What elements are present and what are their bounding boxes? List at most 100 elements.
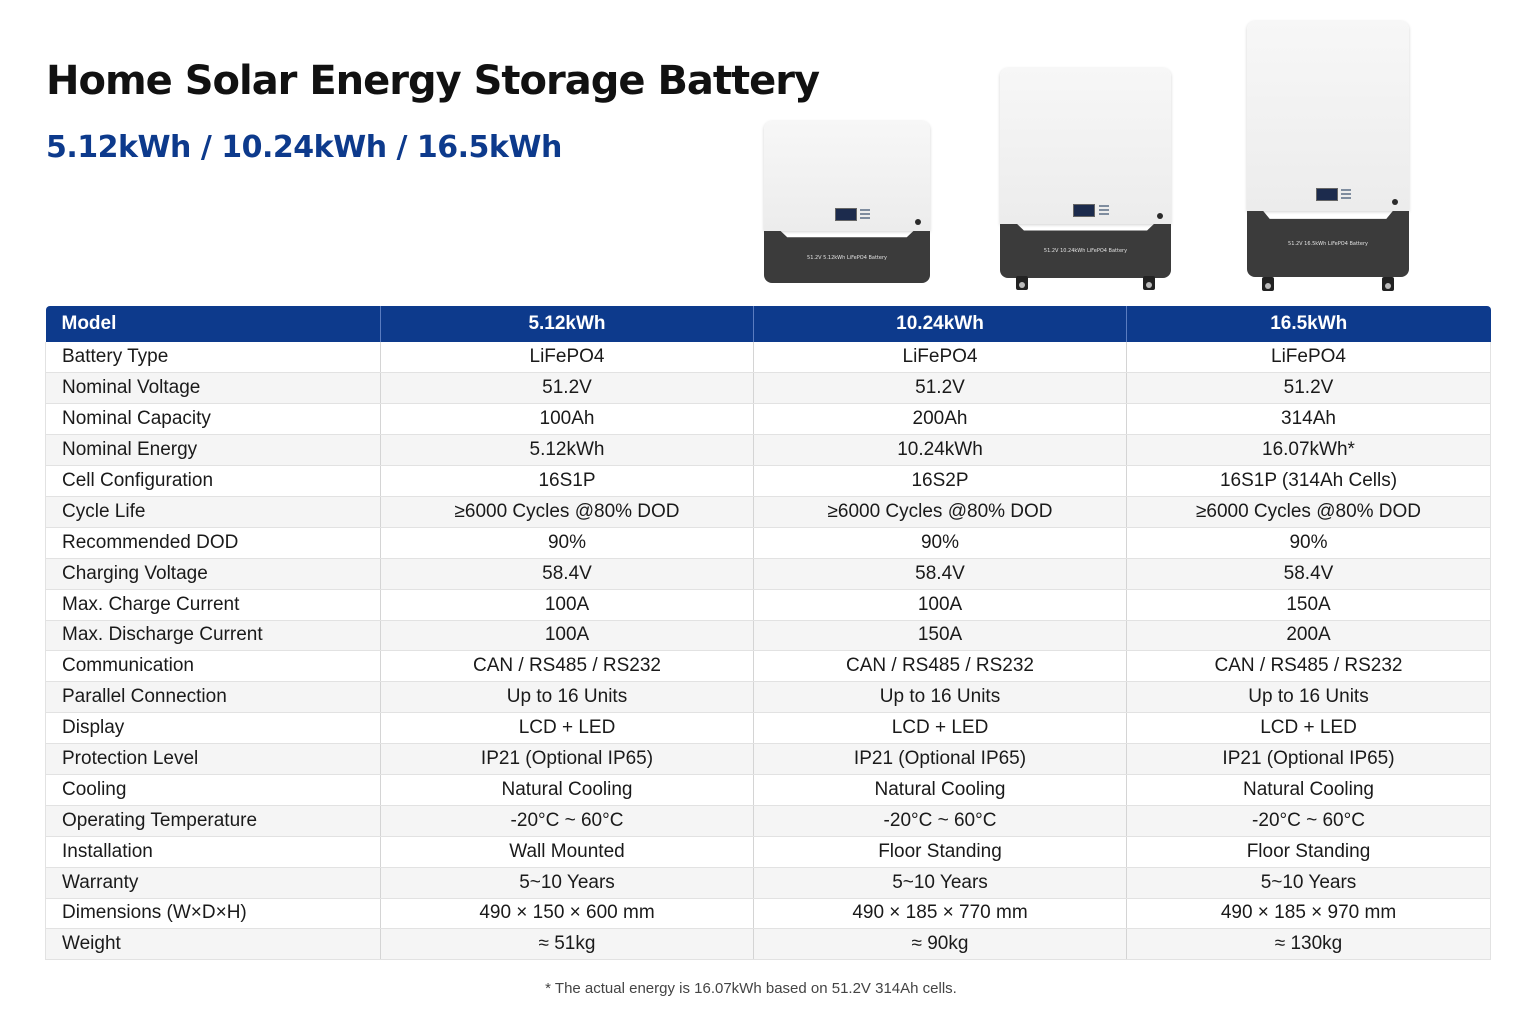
spec-cell: 314Ah bbox=[1126, 403, 1491, 436]
battery-label: 51.2V 5.12kWh LiFePO4 Battery bbox=[807, 255, 887, 261]
spec-cell: 100A bbox=[753, 589, 1127, 621]
spec-cell: Up to 16 Units bbox=[1126, 681, 1491, 714]
row-label: Communication bbox=[45, 650, 381, 683]
spec-cell: 200Ah bbox=[753, 403, 1127, 436]
spec-cell: 90% bbox=[1126, 527, 1491, 559]
header-model: Model bbox=[45, 306, 381, 342]
table-row: Installation Wall Mounted Floor Standing Fl… bbox=[45, 836, 1491, 868]
spec-cell: Natural Cooling bbox=[380, 774, 754, 806]
spec-cell: 490 × 185 × 970 mm bbox=[1126, 898, 1491, 930]
row-label: Parallel Connection bbox=[45, 681, 381, 714]
spec-cell: 200A bbox=[1126, 620, 1491, 652]
row-label: Cell Configuration bbox=[45, 465, 381, 497]
row-label: Max. Charge Current bbox=[45, 589, 381, 621]
table-row: Nominal Voltage 51.2V 51.2V 51.2V bbox=[45, 372, 1491, 405]
lcd-display-icon bbox=[835, 208, 857, 221]
spec-cell: 58.4V bbox=[1126, 558, 1491, 590]
led-indicator-icon bbox=[1099, 205, 1109, 217]
spec-cell: ≈ 130kg bbox=[1126, 928, 1491, 961]
spec-cell: 16S2P bbox=[753, 465, 1127, 497]
spec-cell: 5~10 Years bbox=[380, 867, 754, 899]
table-row: Warranty 5~10 Years 5~10 Years 5~10 Years bbox=[45, 867, 1491, 899]
row-label: Protection Level bbox=[45, 743, 381, 775]
battery-image-10kwh: 51.2V 10.24kWh LiFePO4 Battery bbox=[1000, 68, 1171, 290]
spec-cell: 150A bbox=[1126, 589, 1491, 621]
table-row: Charging Voltage 58.4V 58.4V 58.4V bbox=[45, 558, 1491, 590]
spec-cell: Wall Mounted bbox=[380, 836, 754, 868]
led-indicator-icon bbox=[860, 209, 870, 221]
spec-cell: 90% bbox=[753, 527, 1127, 559]
spec-cell: 90% bbox=[380, 527, 754, 559]
lcd-display-icon bbox=[1316, 188, 1338, 201]
table-row: Nominal Capacity 100Ah 200Ah 314Ah bbox=[45, 403, 1491, 436]
row-label: Max. Discharge Current bbox=[45, 620, 381, 652]
spec-cell: LiFePO4 bbox=[380, 342, 754, 374]
table-row: Recommended DOD 90% 90% 90% bbox=[45, 527, 1491, 559]
spec-cell: 5.12kWh bbox=[380, 434, 754, 467]
row-label: Weight bbox=[45, 928, 381, 961]
brand-logo-icon bbox=[1392, 199, 1398, 205]
spec-cell: 100A bbox=[380, 620, 754, 652]
battery-image-5kwh: 51.2V 5.12kWh LiFePO4 Battery bbox=[764, 121, 930, 283]
spec-cell: LCD + LED bbox=[753, 712, 1127, 745]
spec-cell: ≈ 90kg bbox=[753, 928, 1127, 961]
capacity-subtitle: 5.12kWh / 10.24kWh / 16.5kWh bbox=[46, 130, 562, 165]
table-header-row: Model 5.12kWh 10.24kWh 16.5kWh bbox=[45, 306, 1491, 342]
spec-cell: Up to 16 Units bbox=[753, 681, 1127, 714]
table-row: Nominal Energy 5.12kWh 10.24kWh 16.07kWh* bbox=[45, 434, 1491, 467]
brand-logo-icon bbox=[1157, 213, 1163, 219]
spec-cell: 100A bbox=[380, 589, 754, 621]
spec-cell: 490 × 185 × 770 mm bbox=[753, 898, 1127, 930]
spec-cell: 58.4V bbox=[753, 558, 1127, 590]
battery-image-16kwh: 51.2V 16.5kWh LiFePO4 Battery bbox=[1247, 21, 1409, 293]
row-label: Nominal Energy bbox=[45, 434, 381, 467]
row-label: Charging Voltage bbox=[45, 558, 381, 590]
spec-table: Model 5.12kWh 10.24kWh 16.5kWh Battery T… bbox=[45, 306, 1491, 961]
table-row: Communication CAN / RS485 / RS232 CAN / RS… bbox=[45, 650, 1491, 683]
battery-label: 51.2V 16.5kWh LiFePO4 Battery bbox=[1288, 241, 1368, 247]
row-label: Warranty bbox=[45, 867, 381, 899]
spec-cell: IP21 (Optional IP65) bbox=[1126, 743, 1491, 775]
spec-cell: CAN / RS485 / RS232 bbox=[1126, 650, 1491, 683]
spec-cell: 5~10 Years bbox=[753, 867, 1127, 899]
brand-logo-icon bbox=[915, 219, 921, 225]
table-row: Max. Charge Current 100A 100A 150A bbox=[45, 589, 1491, 621]
spec-cell: 58.4V bbox=[380, 558, 754, 590]
row-label: Nominal Voltage bbox=[45, 372, 381, 405]
table-row: Parallel Connection Up to 16 Units Up to 1… bbox=[45, 681, 1491, 714]
spec-cell: Floor Standing bbox=[753, 836, 1127, 868]
spec-cell: LCD + LED bbox=[380, 712, 754, 745]
header-16kwh: 16.5kWh bbox=[1126, 306, 1491, 342]
row-label: Nominal Capacity bbox=[45, 403, 381, 436]
spec-cell: ≥6000 Cycles @80% DOD bbox=[1126, 496, 1491, 528]
row-label: Dimensions (W×D×H) bbox=[45, 898, 381, 930]
spec-cell: LCD + LED bbox=[1126, 712, 1491, 745]
spec-cell: CAN / RS485 / RS232 bbox=[753, 650, 1127, 683]
spec-cell: 100Ah bbox=[380, 403, 754, 436]
row-label: Cooling bbox=[45, 774, 381, 806]
spec-cell: ≈ 51kg bbox=[380, 928, 754, 961]
lcd-display-icon bbox=[1073, 204, 1095, 217]
spec-cell: -20°C ~ 60°C bbox=[380, 805, 754, 837]
table-row: Operating Temperature -20°C ~ 60°C -20°C ~… bbox=[45, 805, 1491, 837]
spec-cell: Natural Cooling bbox=[1126, 774, 1491, 806]
row-label: Installation bbox=[45, 836, 381, 868]
spec-cell: LiFePO4 bbox=[1126, 342, 1491, 374]
page-title: Home Solar Energy Storage Battery bbox=[46, 58, 820, 104]
spec-cell: LiFePO4 bbox=[753, 342, 1127, 374]
spec-cell: Up to 16 Units bbox=[380, 681, 754, 714]
header-10kwh: 10.24kWh bbox=[753, 306, 1127, 342]
table-row: Cooling Natural Cooling Natural Cooling Nat… bbox=[45, 774, 1491, 806]
spec-cell: 16S1P bbox=[380, 465, 754, 497]
spec-cell: Natural Cooling bbox=[753, 774, 1127, 806]
spec-cell: IP21 (Optional IP65) bbox=[753, 743, 1127, 775]
spec-cell: 51.2V bbox=[380, 372, 754, 405]
row-label: Operating Temperature bbox=[45, 805, 381, 837]
spec-cell: 490 × 150 × 600 mm bbox=[380, 898, 754, 930]
wheel-icon bbox=[1382, 277, 1394, 291]
table-row: Cell Configuration 16S1P 16S2P 16S1P (314Ah… bbox=[45, 465, 1491, 497]
row-label: Cycle Life bbox=[45, 496, 381, 528]
spec-cell: 10.24kWh bbox=[753, 434, 1127, 467]
table-row: Display LCD + LED LCD + LED LCD + LED bbox=[45, 712, 1491, 745]
table-row: Dimensions (W×D×H) 490 × 150 × 600 mm 490 … bbox=[45, 898, 1491, 930]
